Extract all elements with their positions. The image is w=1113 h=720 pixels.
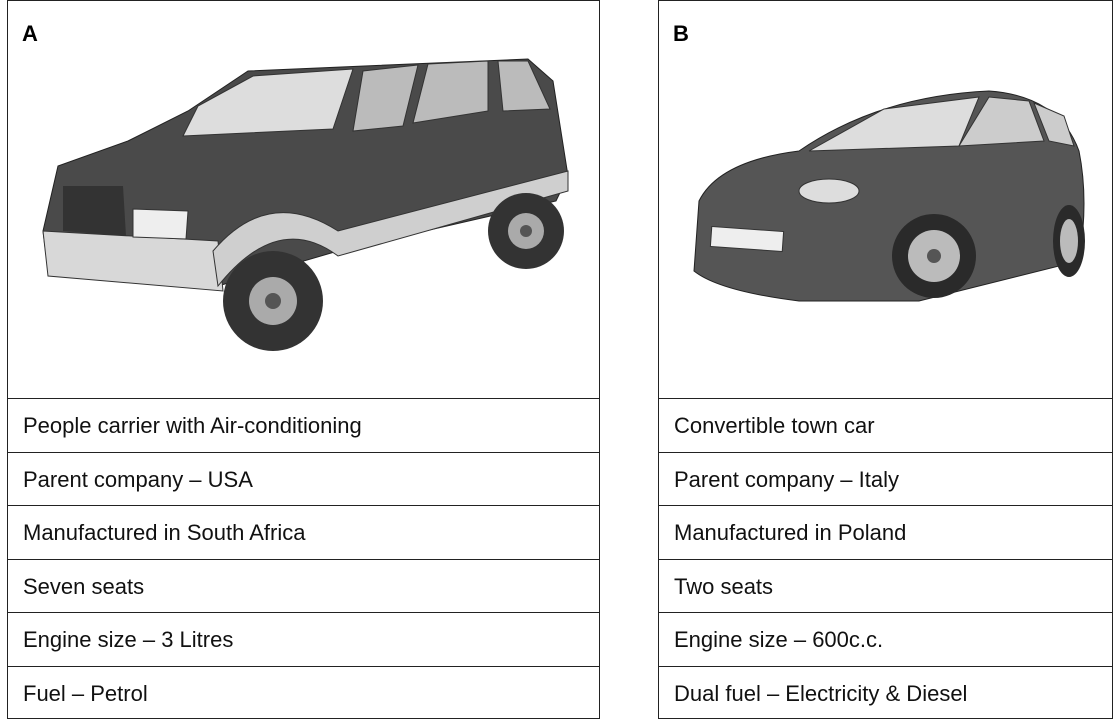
feature-row: Convertible town car <box>659 399 1112 453</box>
card-label: B <box>673 21 689 46</box>
feature-row: Fuel – Petrol <box>23 680 148 706</box>
feature-row: Engine size – 600c.c. <box>659 613 1112 667</box>
card-b: B Convertible town car Parent company – … <box>658 0 1113 719</box>
picture-area: A <box>8 1 599 399</box>
feature-row: Engine size – 3 Litres <box>8 613 599 667</box>
feature-row: Manufactured in South Africa <box>8 506 599 560</box>
card-label: A <box>22 21 38 46</box>
picture-area: B <box>659 1 1112 399</box>
feature-row: Parent company – USA <box>8 453 599 506</box>
feature-row: People carrier with Air-conditioning <box>8 399 599 453</box>
hatchback-illustration <box>693 90 1085 302</box>
feature-row: Two seats <box>659 560 1112 613</box>
feature-row: Parent company – Italy <box>659 453 1112 506</box>
feature-row: Seven seats <box>8 560 599 613</box>
feature-row: Dual fuel – Electricity & Diesel <box>674 680 968 706</box>
suv-illustration <box>42 58 569 351</box>
card-a: A People carrier with Air-conditioning P… <box>7 0 600 719</box>
feature-row: Manufactured in Poland <box>659 506 1112 560</box>
